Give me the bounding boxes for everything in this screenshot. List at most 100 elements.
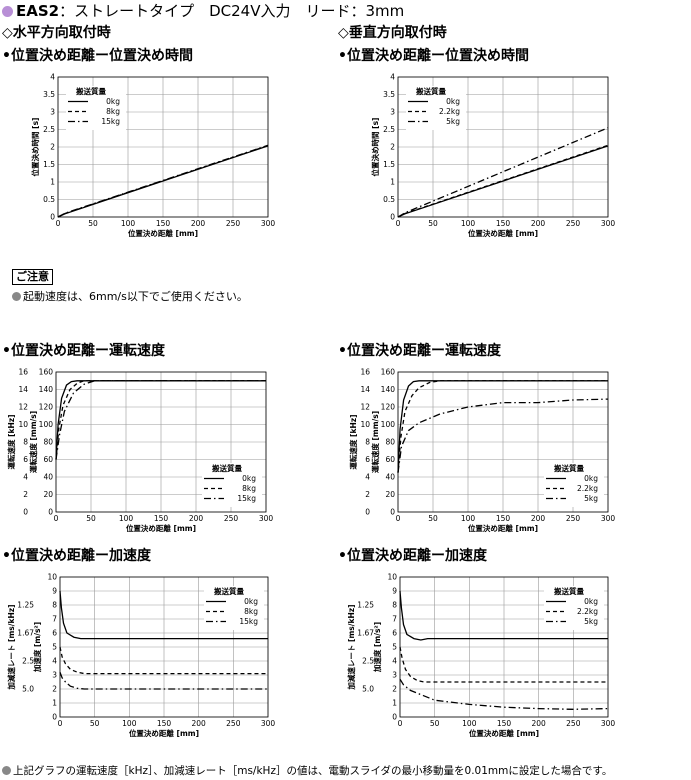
y-axis-label: 運転速度 [mm/s] [370, 411, 380, 473]
y-tick-label: 0 [390, 213, 395, 222]
y-tick-label: 10 [47, 573, 57, 582]
y-tick-label: 100 [39, 420, 54, 429]
y2-tick-label: 6 [23, 455, 28, 464]
x-tick-label: 0 [398, 719, 403, 728]
y-tick-label: 0 [52, 713, 57, 722]
y-tick-label: 9 [52, 587, 57, 596]
legend-label: 5kg [584, 617, 598, 626]
y2-tick-label: 1.25 [357, 601, 374, 610]
y-tick-label: 3.5 [43, 90, 55, 99]
orientation-vertical: ◇垂直方向取付時 [338, 25, 447, 41]
legend-label: 0kg [242, 474, 256, 483]
y-tick-label: 3 [52, 671, 57, 680]
y-tick-label: 120 [381, 403, 396, 412]
y2-axis-label: 運転速度 [kHz] [6, 414, 16, 469]
y2-tick-label: 4 [23, 473, 28, 482]
y2-tick-label: 14 [18, 385, 28, 394]
x-tick-label: 300 [261, 719, 276, 728]
y-tick-label: 1.5 [383, 160, 395, 169]
y-tick-label: 1 [52, 699, 57, 708]
x-tick-label: 250 [224, 514, 239, 523]
y-tick-label: 8 [52, 601, 57, 610]
section-title-accel-v: •位置決め距離ー加速度 [338, 548, 487, 564]
legend-label: 2.2kg [439, 107, 460, 116]
x-tick-label: 0 [396, 219, 401, 228]
y2-axis-label: 加減速レート [ms/kHz] [346, 604, 356, 690]
chart-time-vertical: 0 50 100 150 200 250 300 位置決め距離 [mm] 0 0.5 1 1.5 2 2.… [370, 73, 615, 239]
x-tick-label: 200 [531, 219, 546, 228]
y2-tick-label: 1.25 [17, 601, 34, 610]
section-title-time-h: •位置決め距離ー位置決め時間 [2, 48, 193, 64]
y-tick-label: 8 [392, 601, 397, 610]
legend-title: 搬送質量 [212, 463, 242, 473]
y2-tick-label: 6 [365, 455, 370, 464]
footnote-text: 上記グラフの運転速度［kHz］、加減速レート［ms/kHz］の値は、電動スライダ… [13, 765, 613, 777]
y2-tick-label: 0 [23, 508, 28, 517]
series-line-15kg [55, 380, 266, 460]
x-tick-label: 150 [496, 514, 511, 523]
y-tick-label: 40 [43, 473, 53, 482]
gray-bullet-icon [2, 766, 11, 775]
x-tick-label: 100 [461, 219, 476, 228]
x-tick-label: 0 [396, 514, 401, 523]
x-tick-label: 50 [86, 514, 96, 523]
plot-frame [397, 76, 609, 218]
y2-tick-label: 5.0 [362, 685, 374, 694]
y-tick-label: 140 [381, 385, 396, 394]
y-tick-label: 80 [385, 438, 395, 447]
footnote: 上記グラフの運転速度［kHz］、加減速レート［ms/kHz］の値は、電動スライダ… [2, 763, 612, 778]
legend-label: 8kg [242, 484, 256, 493]
section-title-accel-h: •位置決め距離ー加速度 [2, 548, 151, 564]
y-tick-label: 4 [392, 657, 397, 666]
x-axis-label: 位置決め距離 [mm] [468, 523, 538, 533]
legend-bg [204, 586, 264, 630]
legend-bg [406, 86, 466, 130]
x-tick-label: 250 [226, 719, 241, 728]
caution-title: ご注意 [12, 269, 53, 285]
legend-bg [202, 463, 262, 507]
series-line-5kg [399, 678, 609, 710]
series-line-0kg [399, 590, 608, 641]
y-tick-label: 0 [48, 508, 53, 517]
series-line-0kg [55, 380, 266, 460]
x-tick-label: 200 [532, 719, 547, 728]
y2-tick-label: 2.5 [362, 657, 374, 666]
legend-label: 0kg [244, 597, 258, 606]
x-tick-label: 0 [58, 719, 63, 728]
x-tick-label: 0 [54, 514, 59, 523]
y-tick-label: 60 [385, 455, 395, 464]
y-tick-label: 3 [50, 108, 55, 117]
y-tick-label: 0 [392, 713, 397, 722]
y2-axis-label: 加減速レート [ms/kHz] [6, 604, 16, 690]
y-tick-label: 3.5 [383, 90, 395, 99]
y-tick-label: 120 [39, 403, 54, 412]
x-axis-label: 位置決め距離 [mm] [128, 228, 198, 238]
x-tick-label: 0 [56, 219, 61, 228]
y-tick-label: 4 [52, 657, 57, 666]
y-tick-label: 1 [392, 699, 397, 708]
series-line-8kg [55, 380, 266, 460]
legend-title: 搬送質量 [554, 463, 584, 473]
series-line-15kg [59, 671, 268, 690]
x-tick-label: 300 [601, 514, 616, 523]
x-tick-label: 300 [601, 719, 616, 728]
y-tick-label: 40 [385, 473, 395, 482]
x-tick-label: 150 [156, 219, 171, 228]
y-tick-label: 160 [381, 368, 396, 377]
y-tick-label: 5 [52, 643, 57, 652]
x-tick-label: 150 [157, 719, 172, 728]
y2-tick-label: 2 [23, 490, 28, 499]
y2-tick-label: 12 [18, 403, 28, 412]
y-tick-label: 80 [43, 438, 53, 447]
y-axis-label: 運転速度 [mm/s] [28, 411, 38, 473]
x-tick-label: 150 [496, 219, 511, 228]
legend-label: 8kg [106, 107, 120, 116]
x-tick-label: 50 [430, 719, 440, 728]
y-tick-label: 3 [392, 671, 397, 680]
caution-note: 起動速度は、6mm/s以下でご使用ください。 [12, 288, 248, 304]
y2-tick-label: 4 [365, 473, 370, 482]
x-axis-label: 位置決め距離 [mm] [126, 523, 196, 533]
legend-label: 8kg [244, 607, 258, 616]
purple-bullet-icon [2, 6, 13, 17]
